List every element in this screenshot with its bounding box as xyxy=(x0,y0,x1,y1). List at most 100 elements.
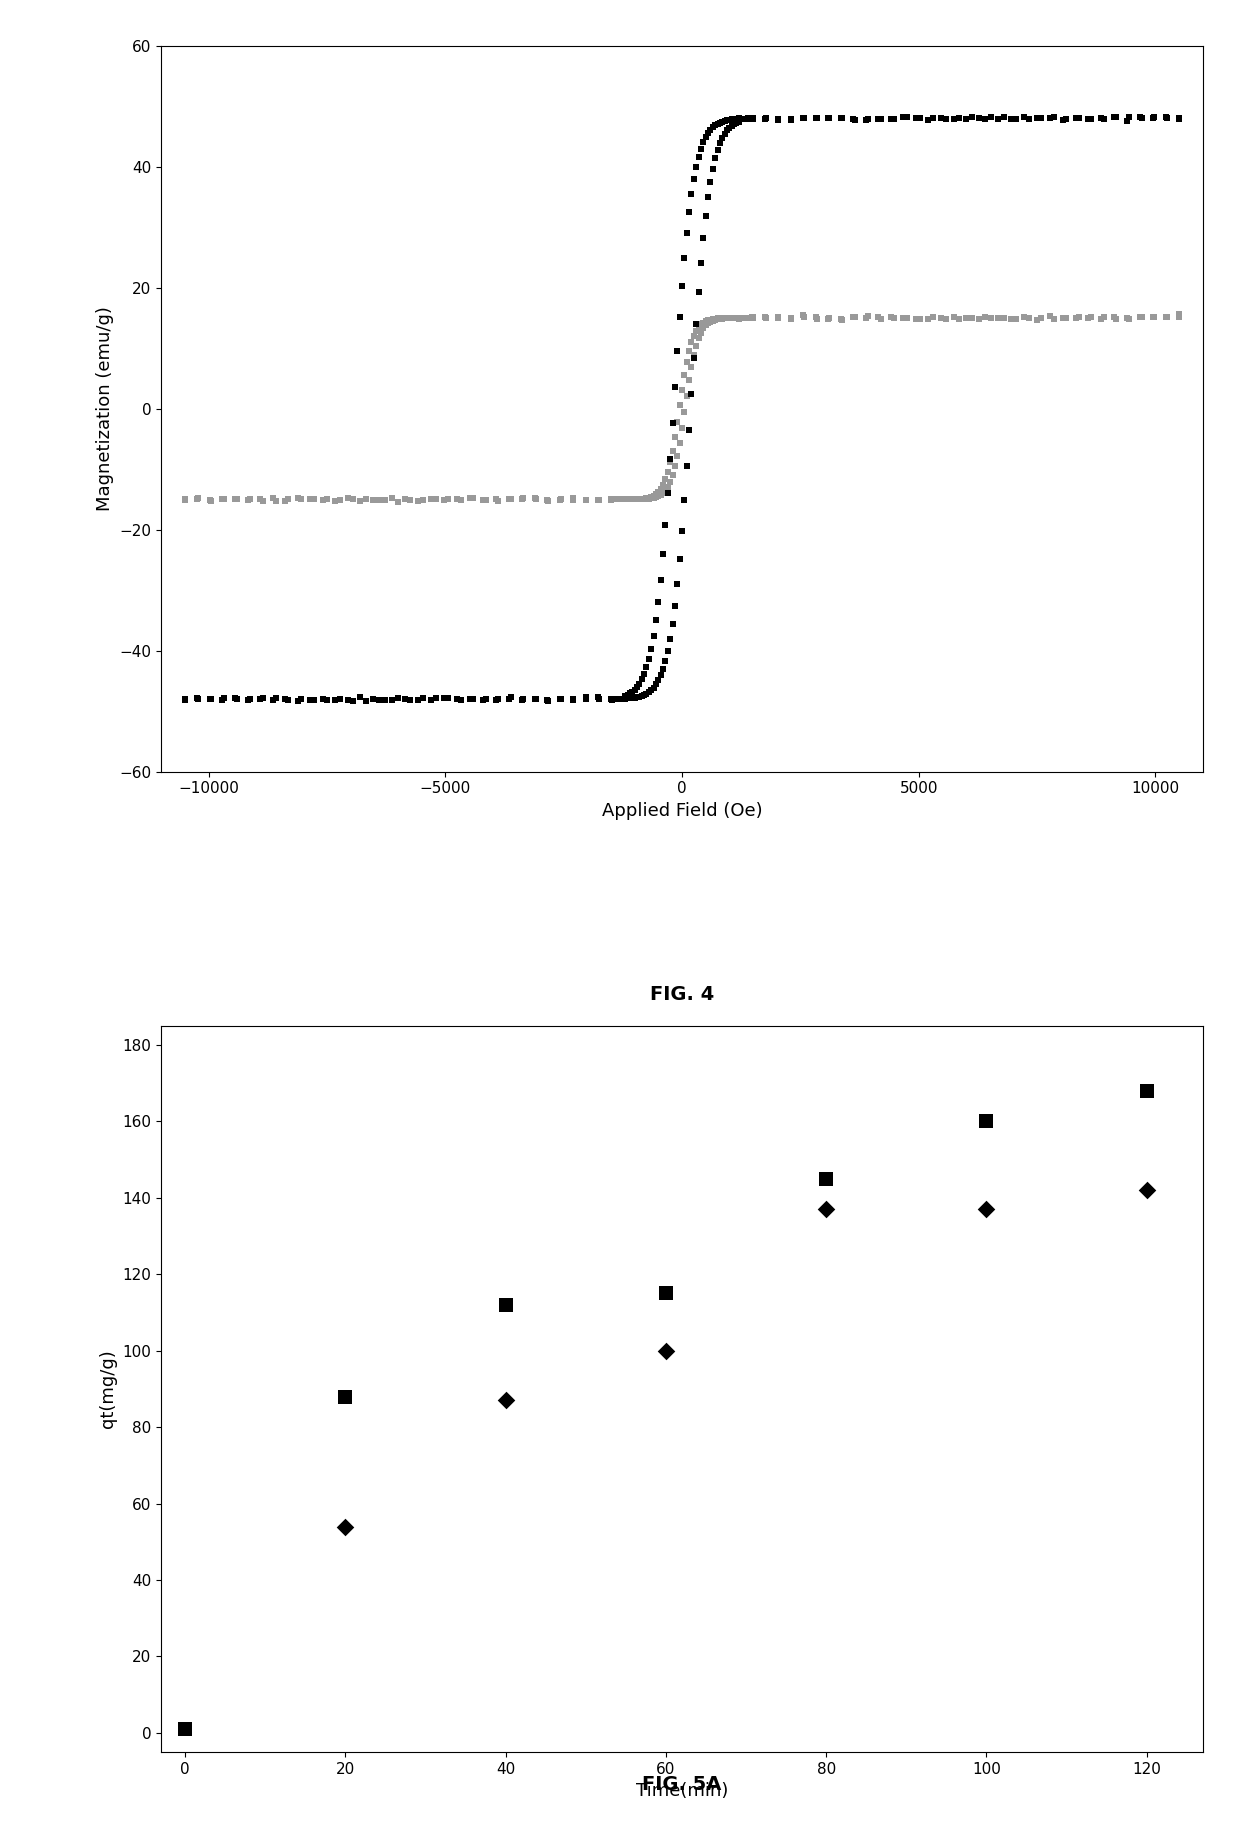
Point xyxy=(660,445,680,475)
Point xyxy=(601,684,621,714)
Point xyxy=(644,673,663,703)
Point xyxy=(363,684,383,714)
Point xyxy=(856,303,875,332)
Point xyxy=(388,683,408,712)
Point xyxy=(376,686,396,715)
Point xyxy=(226,683,246,712)
Point xyxy=(213,485,233,515)
Point xyxy=(513,484,533,513)
Point xyxy=(1039,104,1059,133)
Point xyxy=(630,670,650,699)
Point xyxy=(634,681,653,710)
Point xyxy=(425,684,445,714)
Point xyxy=(1145,102,1164,131)
Point xyxy=(472,686,492,715)
Point xyxy=(781,104,801,133)
Point xyxy=(729,305,749,334)
Point xyxy=(213,683,233,712)
Point xyxy=(667,569,687,599)
Point xyxy=(993,102,1013,131)
Point xyxy=(175,1714,195,1743)
Point xyxy=(425,484,445,513)
Point xyxy=(317,684,337,714)
Point xyxy=(755,303,775,332)
Point xyxy=(396,684,415,714)
Point xyxy=(656,511,676,540)
Point xyxy=(279,484,299,513)
Point xyxy=(486,684,506,714)
Point xyxy=(738,104,758,133)
Point xyxy=(653,540,673,569)
Point xyxy=(734,104,754,133)
Point xyxy=(742,303,761,332)
Point xyxy=(696,201,715,230)
Point xyxy=(634,484,653,513)
Point xyxy=(831,305,851,334)
Point xyxy=(632,485,652,515)
Point xyxy=(658,637,678,666)
Point xyxy=(977,1195,997,1225)
Point xyxy=(498,684,518,714)
Point xyxy=(656,465,676,495)
Point xyxy=(1044,102,1064,131)
Point xyxy=(265,485,285,515)
Point xyxy=(351,683,371,712)
Point xyxy=(622,485,642,515)
Point xyxy=(688,142,708,172)
Point xyxy=(343,485,363,515)
Point xyxy=(644,620,663,650)
Point xyxy=(498,484,518,513)
Point xyxy=(636,484,656,513)
Point xyxy=(496,1290,516,1319)
Point xyxy=(1053,303,1073,332)
Point xyxy=(968,305,988,334)
Point xyxy=(604,485,624,515)
Point xyxy=(675,398,694,427)
Point xyxy=(665,372,684,402)
Point xyxy=(1065,303,1085,332)
Point xyxy=(1132,303,1152,332)
Point xyxy=(714,106,734,135)
Point xyxy=(1169,299,1189,328)
Point xyxy=(1131,102,1151,131)
Point xyxy=(688,277,708,307)
Point xyxy=(413,485,433,515)
Point xyxy=(919,106,939,135)
Point xyxy=(1118,305,1138,334)
Point xyxy=(677,219,697,248)
Point xyxy=(1081,104,1101,133)
Point xyxy=(646,606,666,635)
Point xyxy=(662,436,682,465)
Point xyxy=(712,305,732,334)
Point xyxy=(627,672,647,701)
Point xyxy=(708,305,728,334)
Point xyxy=(606,485,626,515)
Point xyxy=(644,484,663,513)
Point xyxy=(696,122,715,151)
Point xyxy=(711,305,730,334)
Point xyxy=(615,684,635,714)
Point xyxy=(743,303,763,332)
Point xyxy=(703,155,723,184)
Point xyxy=(538,684,558,714)
Point xyxy=(615,485,635,515)
Point xyxy=(708,110,728,139)
Point xyxy=(1106,305,1126,334)
Point xyxy=(188,484,208,513)
Point xyxy=(680,365,699,394)
Point xyxy=(872,104,892,133)
Point xyxy=(884,104,904,133)
Point xyxy=(577,485,596,515)
Point xyxy=(722,303,742,332)
Point xyxy=(691,248,711,277)
Point xyxy=(868,303,888,332)
Point xyxy=(538,485,558,515)
Point xyxy=(768,303,787,332)
Point xyxy=(253,683,273,712)
Point xyxy=(711,108,730,137)
Point xyxy=(200,485,219,515)
Point xyxy=(450,686,470,715)
Point xyxy=(701,168,720,197)
Point xyxy=(646,482,666,511)
Point xyxy=(660,624,680,653)
